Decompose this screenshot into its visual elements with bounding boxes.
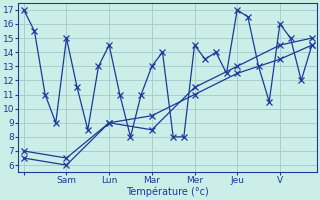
X-axis label: Température (°c): Température (°c)	[126, 187, 209, 197]
